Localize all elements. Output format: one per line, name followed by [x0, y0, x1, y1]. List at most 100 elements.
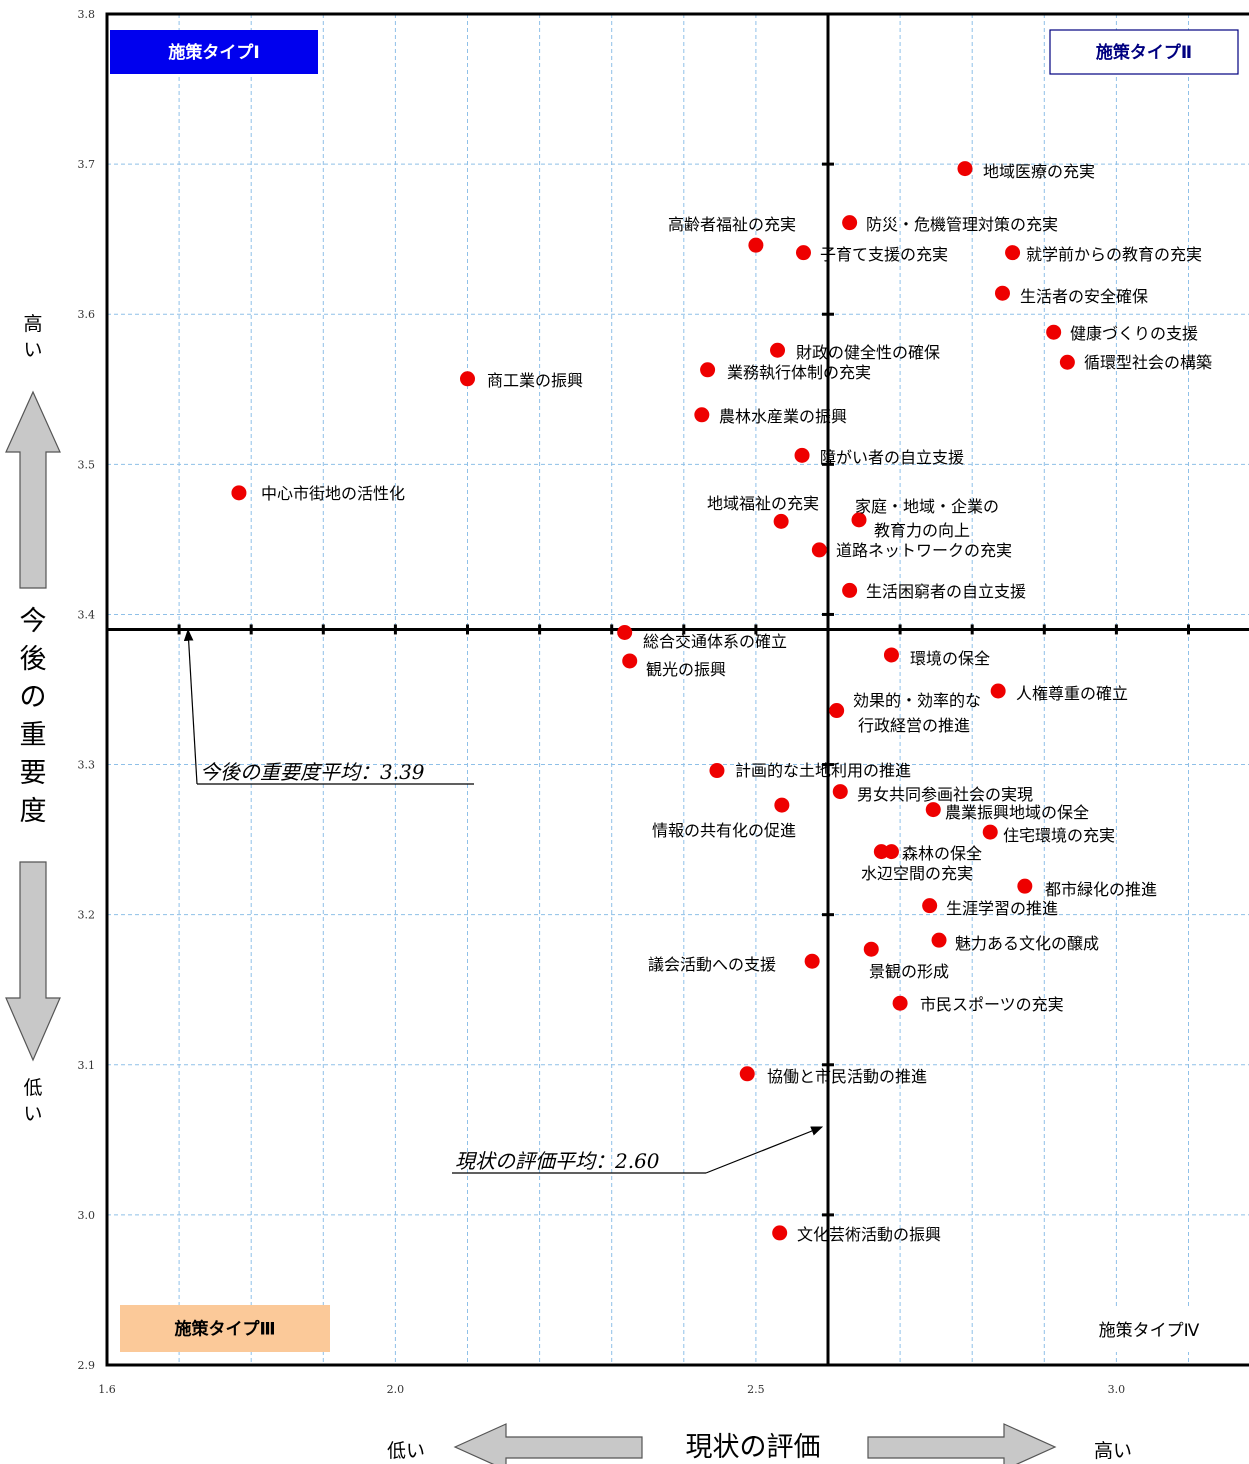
data-point-label: 観光の振興	[646, 660, 726, 679]
data-point-label: 高齢者福祉の充実	[668, 215, 796, 234]
data-point	[990, 683, 1006, 699]
data-point-label: 地域医療の充実	[983, 162, 1095, 181]
data-point-label: 情報の共有化の促進	[652, 821, 796, 840]
x-tick-label: 1.6	[98, 1383, 116, 1396]
data-point-label: 生涯学習の推進	[946, 899, 1058, 918]
data-point-label: 議会活動への支援	[648, 955, 776, 974]
y-tick-label: 3.8	[78, 8, 96, 21]
data-point	[804, 953, 820, 969]
data-point-label: 魅力ある文化の醸成	[955, 934, 1099, 953]
y-axis-title-char: 要	[20, 758, 47, 789]
x-tick-label: 2.5	[747, 1383, 765, 1396]
data-point	[811, 542, 827, 558]
tick-labels: 2.9 3.0 3.1 3.2 3.3 3.4 3.5 3.6 3.7 3.8 1.6 2.0 2.5 3…	[78, 8, 1126, 1396]
data-point	[982, 824, 998, 840]
data-point	[892, 995, 908, 1011]
y-tick-label: 3.3	[78, 759, 96, 772]
data-point	[460, 371, 475, 387]
data-point-label: 家庭・地域・企業の	[855, 497, 999, 516]
data-point	[795, 245, 811, 261]
y-tick-label: 3.2	[78, 909, 96, 922]
annotation-arrow	[705, 1126, 824, 1174]
y-tick-label: 3.4	[78, 608, 96, 621]
data-point	[1017, 878, 1033, 894]
quadrant-label: 施策タイプⅣ	[1099, 1321, 1200, 1341]
data-point-label: 循環型社会の構築	[1084, 353, 1212, 372]
quadrant-label: 施策タイプⅡ	[1096, 42, 1192, 63]
data-point	[770, 342, 786, 358]
data-point	[617, 624, 633, 640]
data-point	[922, 898, 938, 914]
data-point	[700, 362, 716, 378]
data-point	[931, 932, 947, 948]
average-annotations: 今後の重要度平均：3.39 現状の評価平均：2.60	[183, 628, 824, 1174]
y-tick-label: 3.1	[78, 1059, 96, 1072]
data-point-label: 就学前からの教育の充実	[1026, 245, 1202, 264]
data-point-label: 農業振興地域の保全	[945, 803, 1089, 822]
y-tick-label: 2.9	[78, 1359, 96, 1372]
y-axis-title-char: 今	[20, 606, 47, 637]
data-point-label: 効果的・効率的な	[853, 691, 981, 710]
arrow-right-icon	[867, 1423, 1057, 1464]
data-point-label: 総合交通体系の確立	[643, 632, 787, 651]
data-point-label: 水辺空間の充実	[861, 864, 973, 883]
data-point	[829, 703, 845, 719]
data-point-label: 障がい者の自立支援	[820, 448, 964, 467]
data-point-label: 計画的な土地利用の推進	[735, 761, 911, 780]
data-point-label: 子育て支援の充実	[820, 245, 948, 264]
data-point-label: 男女共同参画社会の実現	[857, 785, 1033, 804]
data-point	[709, 763, 725, 779]
data-point-label: 教育力の向上	[874, 521, 970, 540]
data-point-label: 都市緑化の推進	[1045, 880, 1157, 899]
quadrant-label: 施策タイプⅠ	[168, 42, 259, 63]
data-point-label: 住宅環境の充実	[1003, 826, 1115, 845]
x-axis-title: 現状の評価	[686, 1432, 821, 1463]
quadrant-labels: 施策タイプⅠ 施策タイプⅡ 施策タイプⅢ 施策タイプⅣ	[110, 29, 1239, 1352]
data-point-label: 森林の保全	[902, 844, 982, 863]
y-tick-label: 3.6	[78, 308, 96, 321]
data-point-label: 地域福祉の充実	[707, 494, 819, 513]
data-point-label: 健康づくりの支援	[1070, 324, 1198, 343]
x-axis-high-label: 高い	[1094, 1440, 1132, 1462]
data-point-label: 景観の形成	[869, 962, 949, 981]
data-point	[772, 1225, 788, 1241]
data-point	[794, 447, 810, 463]
data-point	[748, 237, 764, 253]
data-point	[1005, 245, 1021, 261]
data-point	[832, 784, 848, 800]
quadrant-label-box	[120, 1305, 330, 1352]
data-point	[774, 797, 790, 813]
quadrant-label: 施策タイプⅢ	[174, 1319, 275, 1340]
data-point	[851, 512, 867, 528]
y-tick-label: 3.0	[78, 1209, 96, 1222]
data-point-label: 生活者の安全確保	[1020, 287, 1148, 306]
y-axis-high-char: い	[23, 339, 42, 361]
data-point	[1046, 324, 1062, 340]
data-point	[842, 582, 858, 598]
data-point	[231, 485, 247, 501]
average-importance-annotation: 今後の重要度平均：3.39	[200, 760, 425, 784]
arrow-down-icon	[5, 861, 61, 1062]
arrow-up-icon	[5, 390, 61, 589]
x-tick-label: 2.0	[387, 1383, 405, 1396]
data-point	[994, 285, 1010, 301]
data-point-label: 人権尊重の確立	[1016, 684, 1128, 703]
y-tick-label: 3.5	[78, 458, 96, 471]
x-tick-label: 3.0	[1108, 1383, 1126, 1396]
data-point-label: 中心市街地の活性化	[261, 484, 405, 503]
quadrant-label-box	[110, 30, 318, 74]
quadrant-label-box	[1049, 29, 1239, 75]
x-axis-low-label: 低い	[387, 1440, 425, 1462]
y-axis-title-char: 後	[20, 644, 47, 675]
data-point	[883, 647, 899, 663]
data-point	[842, 215, 858, 231]
data-point	[739, 1066, 755, 1082]
arrow-left-icon	[453, 1423, 643, 1464]
data-point-label: 防災・危機管理対策の充実	[866, 215, 1058, 234]
data-point-label: 市民スポーツの充実	[920, 995, 1064, 1014]
data-point-label: 道路ネットワークの充実	[836, 541, 1012, 560]
data-point	[925, 802, 941, 818]
